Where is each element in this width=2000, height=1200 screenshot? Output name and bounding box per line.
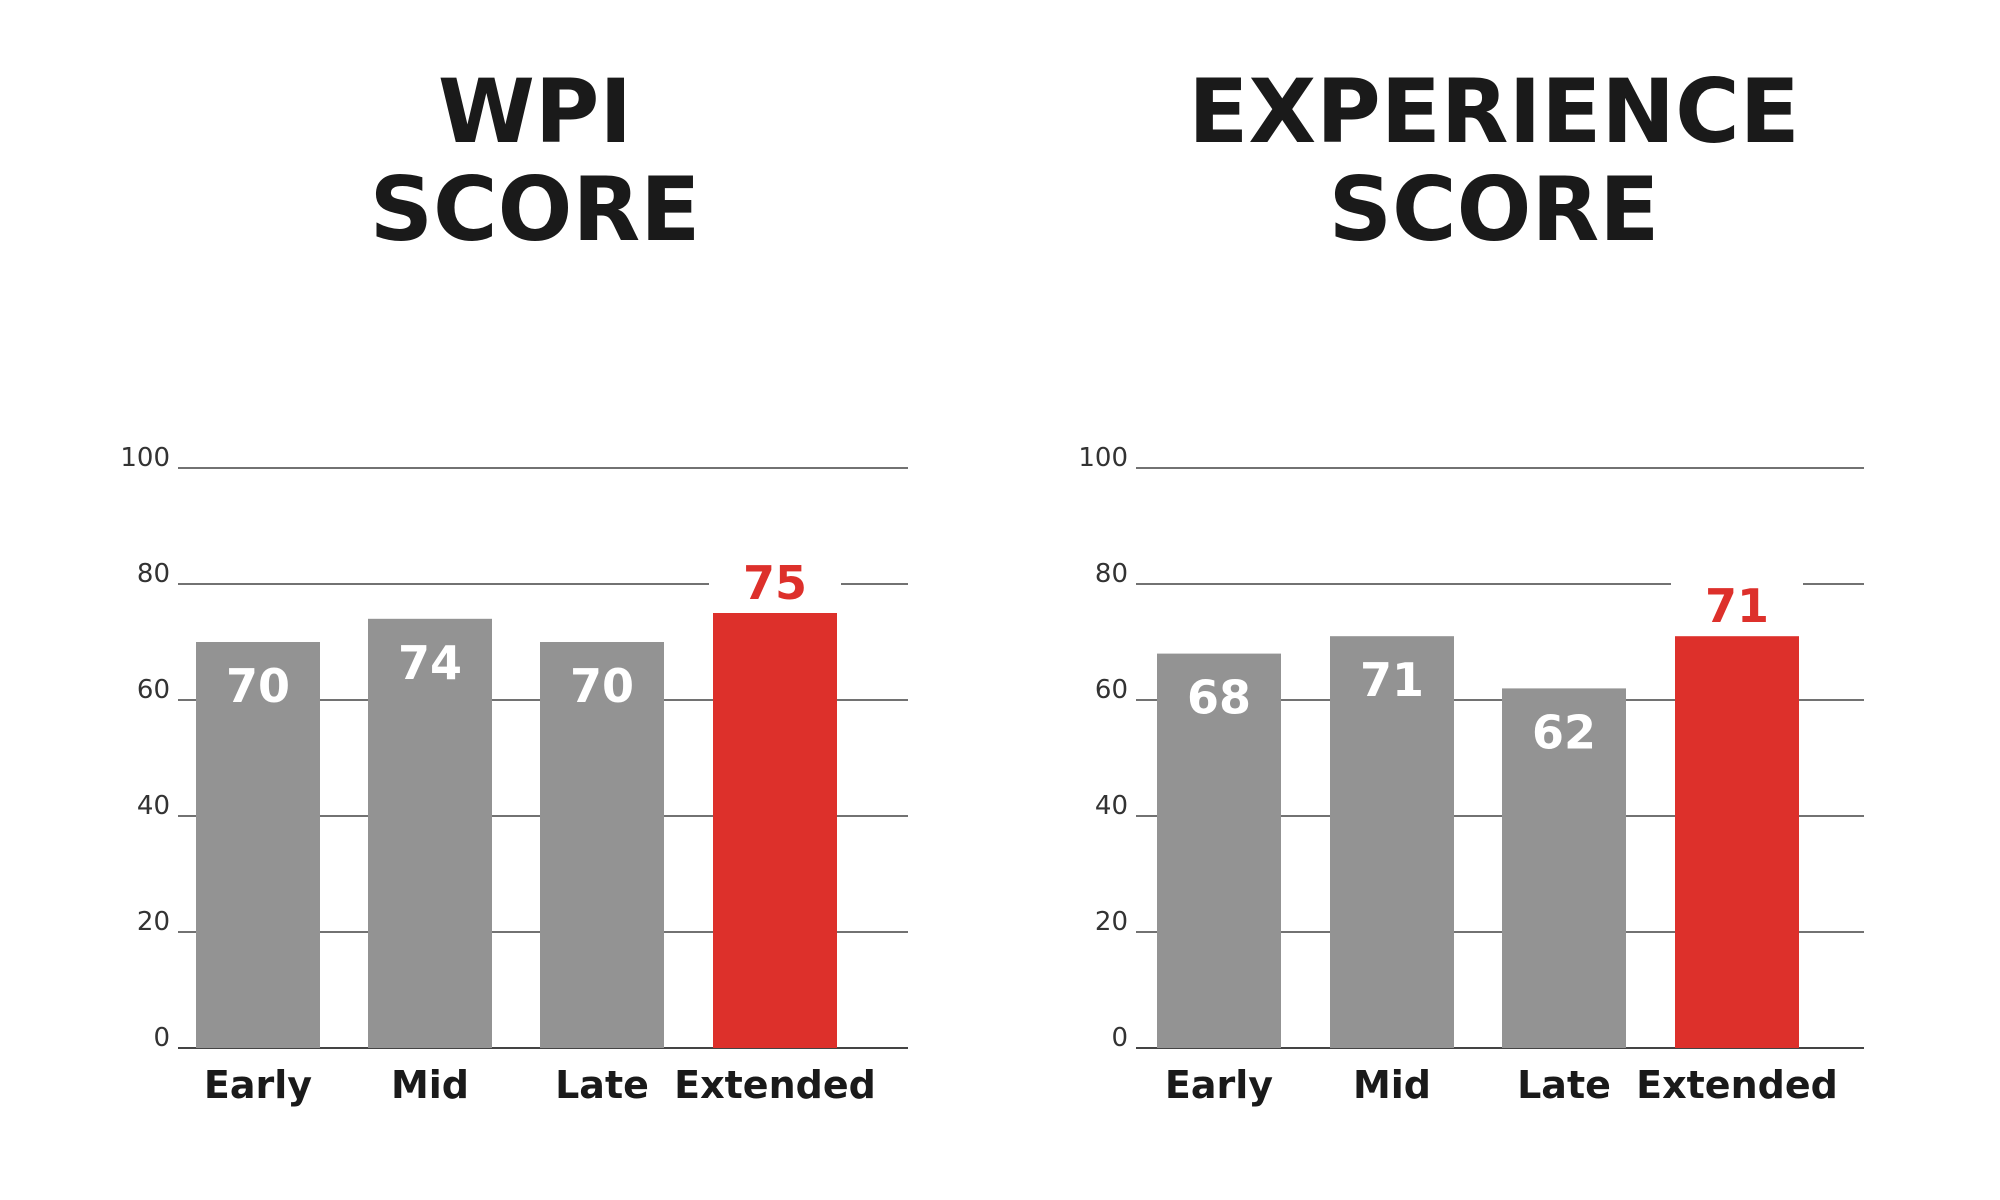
data-label: 71: [1705, 579, 1769, 633]
x-tick-label: Extended: [674, 1063, 876, 1107]
chart-title-line: WPI: [438, 60, 632, 163]
y-tick-label: 100: [1078, 443, 1128, 473]
data-label: 70: [226, 659, 290, 713]
bar-early: [196, 642, 320, 1048]
chart-title-line: SCORE: [370, 158, 701, 261]
data-label: 74: [398, 636, 462, 690]
x-tick-label: Early: [1165, 1063, 1273, 1107]
value-label-backdrop: [709, 543, 841, 607]
bar-extended: [713, 613, 837, 1048]
y-tick-label: 0: [153, 1023, 170, 1053]
chart-title-line: EXPERIENCE: [1188, 60, 1800, 163]
bar-late: [540, 642, 664, 1048]
bar-early: [1157, 653, 1281, 1048]
x-tick-label: Mid: [391, 1063, 469, 1107]
y-tick-label: 60: [137, 675, 170, 705]
x-tick-label: Extended: [1636, 1063, 1838, 1107]
data-label: 62: [1532, 705, 1596, 759]
y-tick-label: 40: [137, 791, 170, 821]
x-tick-label: Late: [555, 1063, 649, 1107]
bar-mid: [368, 618, 492, 1048]
bar-extended: [1675, 636, 1799, 1048]
data-label: 71: [1360, 653, 1424, 707]
x-tick-label: Early: [204, 1063, 312, 1107]
y-tick-label: 80: [137, 559, 170, 589]
y-tick-label: 80: [1095, 559, 1128, 589]
value-label-backdrop: [1671, 566, 1803, 631]
x-tick-label: Mid: [1353, 1063, 1431, 1107]
bar-mid: [1330, 636, 1454, 1048]
x-tick-label: Late: [1517, 1063, 1611, 1107]
data-label: 68: [1187, 671, 1251, 725]
bar-late: [1502, 688, 1626, 1048]
y-tick-label: 20: [137, 907, 170, 937]
y-tick-label: 0: [1111, 1023, 1128, 1053]
y-tick-label: 40: [1095, 791, 1128, 821]
data-label: 75: [743, 556, 807, 610]
y-tick-label: 100: [120, 443, 170, 473]
y-tick-label: 60: [1095, 675, 1128, 705]
data-label: 70: [570, 659, 634, 713]
chart-title-line: SCORE: [1329, 158, 1660, 261]
y-tick-label: 20: [1095, 907, 1128, 937]
